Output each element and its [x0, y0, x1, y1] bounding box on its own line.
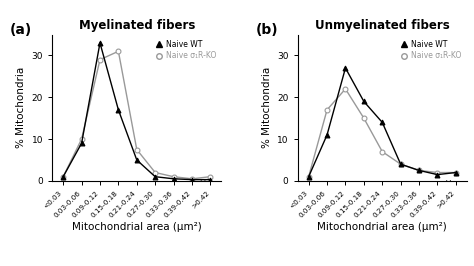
Title: Myelinated fibers: Myelinated fibers: [79, 19, 195, 32]
Text: (a): (a): [10, 23, 32, 37]
Text: (b): (b): [255, 23, 278, 37]
Y-axis label: % Mitochondria: % Mitochondria: [262, 67, 272, 148]
Legend: Naive WT, Naive σ₁R-KO: Naive WT, Naive σ₁R-KO: [154, 38, 218, 62]
X-axis label: Mitochondrial area (μm²): Mitochondrial area (μm²): [318, 222, 447, 232]
X-axis label: Mitochondrial area (μm²): Mitochondrial area (μm²): [72, 222, 201, 232]
Legend: Naive WT, Naive σ₁R-KO: Naive WT, Naive σ₁R-KO: [399, 38, 463, 62]
Title: Unmyelinated fibers: Unmyelinated fibers: [315, 19, 450, 32]
Y-axis label: % Mitochondria: % Mitochondria: [16, 67, 26, 148]
